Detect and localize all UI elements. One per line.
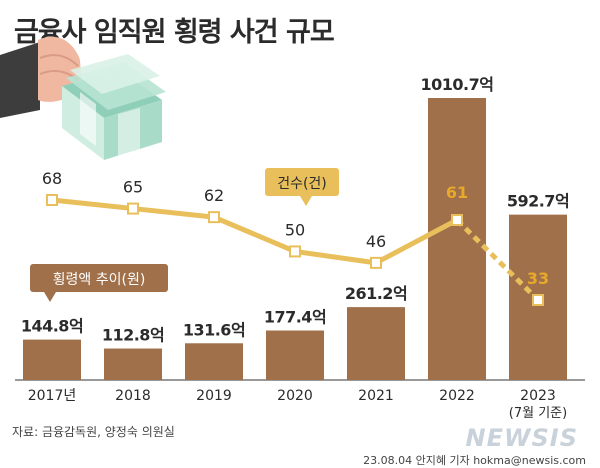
count-value-label-4: 46 [366,232,386,251]
svg-text:횡령액 추이(원): 횡령액 추이(원) [53,272,146,288]
x-axis-tick-labels: 2017년 2018 2019 2020 2021 2022 2023 (7월 기준) [28,388,567,420]
bar-4 [347,307,405,380]
legend-amount: 횡령액 추이(원) [30,264,168,302]
x-tick-sublabel-6: (7월 기준) [509,406,567,420]
bar-value-label-2: 131.6억 [183,320,245,339]
bar-2 [185,343,243,380]
count-point-0 [46,194,58,206]
bar-value-label-6: 592.7억 [507,192,569,211]
count-line-dashed [455,218,540,302]
count-value-label-3: 50 [285,220,305,239]
bar-value-label-4: 261.2억 [345,284,407,303]
count-point-5 [451,214,463,226]
bar-value-label-1: 112.8억 [102,326,164,345]
x-tick-label-6: 2023 [520,388,556,404]
count-point-4 [370,256,382,269]
count-value-label-2: 62 [204,186,224,205]
bar-value-label-5: 1010.7억 [421,75,494,94]
source-note: 자료: 금융감독원, 양정숙 의원실 [12,425,175,439]
x-tick-label-2: 2019 [196,388,232,404]
bar-value-label-0: 144.8억 [21,317,83,336]
count-value-label-1: 65 [123,178,143,197]
line-series-group: 68 65 62 50 46 61 33 [42,169,549,306]
bar-1 [104,348,162,380]
count-value-label-6: 33 [527,269,549,288]
legend-count: 건수(건) [265,168,339,206]
count-value-label-5: 61 [446,183,468,202]
x-tick-label-1: 2018 [115,388,151,404]
bars-group: 144.8억 112.8억 131.6억 177.4억 261.2억 1010.7억 592… [21,75,570,380]
count-point-1 [127,202,139,215]
svg-text:건수(건): 건수(건) [277,176,327,192]
bar-0 [23,339,81,380]
x-tick-label-4: 2021 [358,388,394,404]
x-tick-label-3: 2020 [277,388,313,404]
bar-3 [266,330,324,380]
x-tick-label-5: 2022 [439,388,475,404]
money-illustration-icon [0,36,166,160]
count-point-6 [532,294,544,306]
count-value-label-0: 68 [42,169,62,188]
watermark-logo: NEWSIS [465,424,578,452]
count-line-solid [51,197,459,266]
chart-area: 144.8억 112.8억 131.6억 177.4억 261.2억 1010.7억 592… [0,36,585,420]
bar-value-label-3: 177.4억 [264,308,326,327]
count-point-3 [289,245,301,258]
credit-line: 23.08.04 안지혜 기자 hokma@newsis.com [363,454,586,467]
x-tick-label-0: 2017년 [28,388,77,404]
count-point-2 [208,211,220,224]
